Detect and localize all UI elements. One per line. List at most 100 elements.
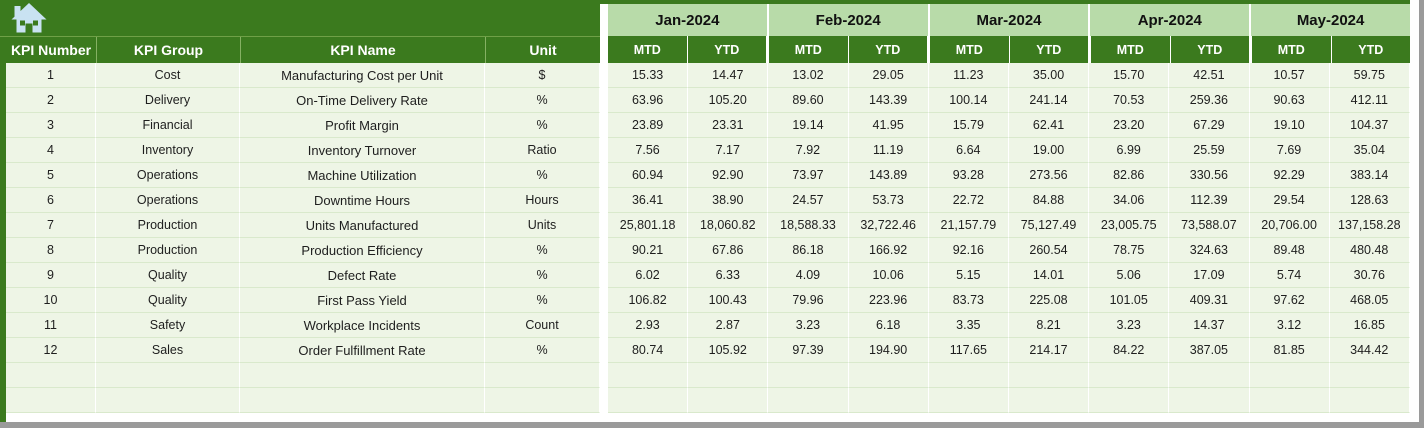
cell-kpi-group[interactable]: Safety xyxy=(96,313,240,338)
cell-value[interactable]: 14.37 xyxy=(1169,313,1250,338)
month-header-may-2024[interactable]: May-2024 xyxy=(1251,4,1410,36)
cell-value[interactable]: 83.73 xyxy=(928,288,1009,313)
cell-value[interactable]: 214.17 xyxy=(1008,338,1090,363)
cell-unit[interactable]: % xyxy=(485,338,600,363)
cell-kpi-group[interactable]: Quality xyxy=(96,288,240,313)
cell-value[interactable]: 15.70 xyxy=(1089,63,1170,88)
cell-kpi-group[interactable]: Production xyxy=(96,213,240,238)
cell-value[interactable] xyxy=(1169,363,1250,388)
cell-value[interactable]: 75,127.49 xyxy=(1008,213,1090,238)
cell-unit[interactable] xyxy=(485,363,600,388)
subheader-apr-2024-ytd[interactable]: YTD xyxy=(1170,36,1249,63)
cell-kpi-number[interactable] xyxy=(6,388,96,413)
cell-value[interactable]: 42.51 xyxy=(1169,63,1250,88)
cell-value[interactable] xyxy=(1329,363,1410,388)
cell-kpi-name[interactable]: Production Efficiency xyxy=(240,238,485,263)
cell-kpi-group[interactable]: Sales xyxy=(96,338,240,363)
cell-value[interactable]: 128.63 xyxy=(1329,188,1410,213)
cell-kpi-group[interactable]: Delivery xyxy=(96,88,240,113)
subheader-mar-2024-ytd[interactable]: YTD xyxy=(1009,36,1088,63)
cell-value[interactable]: 259.36 xyxy=(1169,88,1250,113)
cell-value[interactable]: 468.05 xyxy=(1329,288,1410,313)
cell-kpi-number[interactable]: 3 xyxy=(6,113,96,138)
cell-value[interactable]: 324.63 xyxy=(1169,238,1250,263)
cell-kpi-group[interactable]: Quality xyxy=(96,263,240,288)
cell-value[interactable] xyxy=(1329,388,1410,413)
cell-unit[interactable] xyxy=(485,388,600,413)
cell-value[interactable]: 10.06 xyxy=(848,263,929,288)
cell-value[interactable]: 11.19 xyxy=(848,138,929,163)
cell-value[interactable] xyxy=(768,388,849,413)
cell-value[interactable]: 480.48 xyxy=(1329,238,1410,263)
cell-value[interactable] xyxy=(1169,388,1250,413)
cell-kpi-number[interactable]: 5 xyxy=(6,163,96,188)
subheader-feb-2024-ytd[interactable]: YTD xyxy=(848,36,927,63)
cell-kpi-number[interactable] xyxy=(6,363,96,388)
cell-value[interactable]: 41.95 xyxy=(848,113,929,138)
cell-value[interactable]: 23,005.75 xyxy=(1089,213,1170,238)
cell-value[interactable]: 80.74 xyxy=(608,338,689,363)
cell-value[interactable]: 14.01 xyxy=(1008,263,1090,288)
cell-value[interactable]: 23.89 xyxy=(608,113,689,138)
cell-value[interactable]: 117.65 xyxy=(928,338,1009,363)
cell-value[interactable]: 409.31 xyxy=(1169,288,1250,313)
cell-kpi-number[interactable]: 1 xyxy=(6,63,96,88)
cell-kpi-number[interactable]: 8 xyxy=(6,238,96,263)
cell-kpi-name[interactable]: Inventory Turnover xyxy=(240,138,485,163)
cell-value[interactable] xyxy=(1089,363,1170,388)
cell-value[interactable]: 15.33 xyxy=(608,63,689,88)
cell-value[interactable]: 92.29 xyxy=(1249,163,1330,188)
cell-value[interactable]: 90.21 xyxy=(608,238,689,263)
cell-value[interactable]: 137,158.28 xyxy=(1329,213,1410,238)
cell-kpi-name[interactable]: Downtime Hours xyxy=(240,188,485,213)
cell-value[interactable]: 3.23 xyxy=(768,313,849,338)
cell-value[interactable]: 35.00 xyxy=(1008,63,1090,88)
cell-value[interactable]: 16.85 xyxy=(1329,313,1410,338)
cell-value[interactable]: 19.10 xyxy=(1249,113,1330,138)
cell-kpi-group[interactable]: Financial xyxy=(96,113,240,138)
cell-kpi-name[interactable]: Defect Rate xyxy=(240,263,485,288)
cell-value[interactable]: 143.39 xyxy=(848,88,929,113)
cell-kpi-name[interactable] xyxy=(240,363,485,388)
month-header-jan-2024[interactable]: Jan-2024 xyxy=(608,4,767,36)
cell-value[interactable]: 101.05 xyxy=(1089,288,1170,313)
cell-value[interactable] xyxy=(688,363,769,388)
cell-kpi-name[interactable]: Order Fulfillment Rate xyxy=(240,338,485,363)
cell-value[interactable] xyxy=(1008,388,1090,413)
cell-kpi-number[interactable]: 11 xyxy=(6,313,96,338)
cell-value[interactable] xyxy=(848,363,929,388)
cell-unit[interactable]: Hours xyxy=(485,188,600,213)
cell-value[interactable]: 412.11 xyxy=(1329,88,1410,113)
cell-value[interactable]: 23.31 xyxy=(688,113,769,138)
cell-value[interactable]: 32,722.46 xyxy=(848,213,929,238)
cell-value[interactable]: 100.43 xyxy=(688,288,769,313)
cell-value[interactable]: 17.09 xyxy=(1169,263,1250,288)
cell-unit[interactable]: % xyxy=(485,263,600,288)
subheader-feb-2024-mtd[interactable]: MTD xyxy=(769,36,848,63)
cell-value[interactable] xyxy=(928,363,1009,388)
cell-value[interactable]: 60.94 xyxy=(608,163,689,188)
cell-unit[interactable]: % xyxy=(485,288,600,313)
month-header-mar-2024[interactable]: Mar-2024 xyxy=(929,4,1089,36)
cell-value[interactable] xyxy=(768,363,849,388)
cell-kpi-name[interactable]: Profit Margin xyxy=(240,113,485,138)
cell-value[interactable]: 25,801.18 xyxy=(608,213,689,238)
cell-kpi-group[interactable]: Operations xyxy=(96,163,240,188)
cell-kpi-group[interactable] xyxy=(96,388,240,413)
cell-value[interactable]: 166.92 xyxy=(848,238,929,263)
cell-value[interactable]: 105.20 xyxy=(688,88,769,113)
header-kpi-number[interactable]: KPI Number xyxy=(10,42,92,58)
cell-value[interactable]: 82.86 xyxy=(1089,163,1170,188)
cell-kpi-number[interactable]: 2 xyxy=(6,88,96,113)
cell-value[interactable]: 73.97 xyxy=(768,163,849,188)
cell-value[interactable]: 112.39 xyxy=(1169,188,1250,213)
cell-value[interactable]: 104.37 xyxy=(1329,113,1410,138)
cell-value[interactable]: 6.02 xyxy=(608,263,689,288)
cell-value[interactable]: 62.41 xyxy=(1008,113,1090,138)
cell-value[interactable]: 7.17 xyxy=(688,138,769,163)
cell-value[interactable] xyxy=(848,388,929,413)
cell-value[interactable]: 15.79 xyxy=(928,113,1009,138)
cell-unit[interactable]: Ratio xyxy=(485,138,600,163)
cell-value[interactable]: 7.69 xyxy=(1249,138,1330,163)
cell-value[interactable]: 93.28 xyxy=(928,163,1009,188)
